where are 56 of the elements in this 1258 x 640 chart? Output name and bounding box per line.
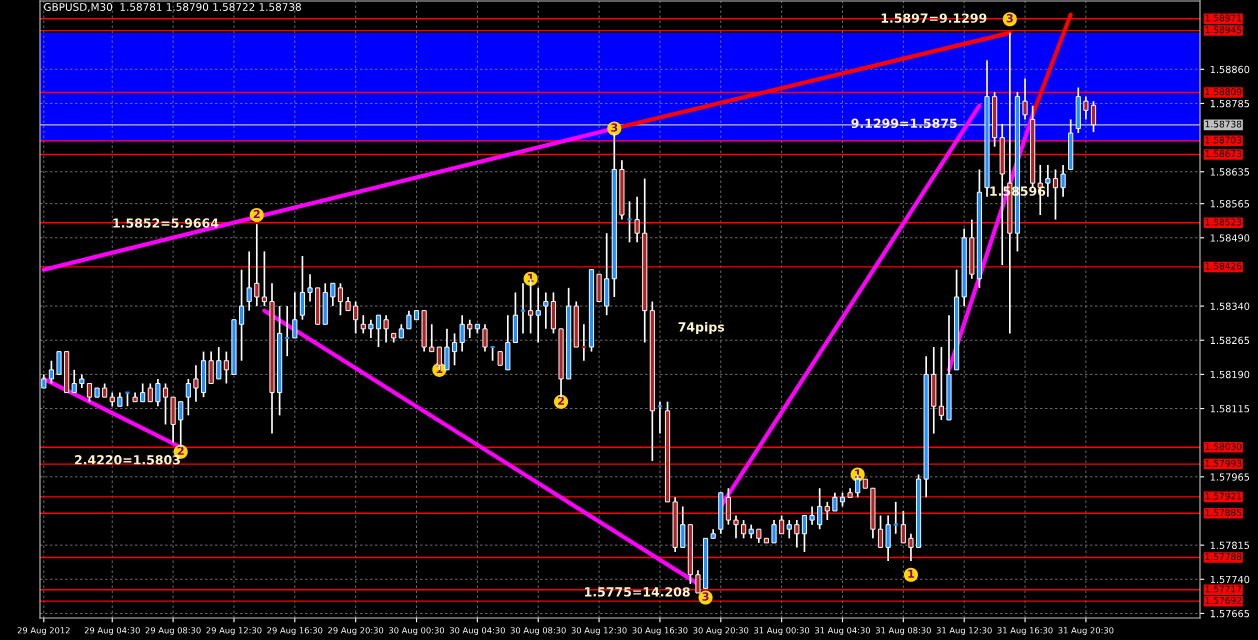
x-tick-label: 29 Aug 2012 bbox=[17, 627, 70, 636]
y-tick-label: 1.58635 bbox=[1210, 168, 1250, 176]
y-tick-label: 1.58340 bbox=[1210, 302, 1250, 310]
ref-line-label: 1.58809 bbox=[1205, 88, 1242, 96]
x-tick-label: 30 Aug 20:30 bbox=[693, 627, 749, 636]
x-tick-label: 31 Aug 00:30 bbox=[754, 627, 810, 636]
x-tick-label: 30 Aug 08:30 bbox=[510, 627, 566, 636]
x-tick-label: 29 Aug 16:30 bbox=[267, 627, 323, 636]
x-tick-label: 31 Aug 12:30 bbox=[936, 627, 992, 636]
x-tick-label: 31 Aug 16:30 bbox=[997, 627, 1053, 636]
x-tick-label: 31 Aug 04:30 bbox=[815, 627, 871, 636]
ref-line-label: 1.58523 bbox=[1205, 218, 1242, 226]
y-tick-label: 1.57665 bbox=[1210, 609, 1250, 618]
ref-line-label: 1.58703 bbox=[1205, 136, 1242, 144]
annotation: 3 bbox=[611, 123, 618, 132]
ref-line-label: 1.58030 bbox=[1205, 443, 1242, 450]
annotation: 3 bbox=[1006, 14, 1013, 23]
x-tick-label: 29 Aug 04:30 bbox=[84, 627, 140, 636]
x-tick-label: 30 Aug 00:30 bbox=[389, 627, 445, 636]
annotation: 3 bbox=[702, 592, 709, 601]
annotation: 1 bbox=[908, 569, 915, 578]
y-tick-label: 1.58115 bbox=[1210, 405, 1250, 413]
ref-line-label: 1.57993 bbox=[1205, 459, 1242, 467]
annotation: 2.4220=1.5803 bbox=[74, 455, 180, 465]
x-tick-label: 31 Aug 08:30 bbox=[875, 627, 931, 636]
chart-title: GBPUSD,M30 1.58781 1.58790 1.58722 1.58738 bbox=[44, 3, 301, 12]
y-tick-label: 1.58190 bbox=[1210, 370, 1250, 379]
ref-line-label: 1.57885 bbox=[1205, 509, 1242, 516]
annotation: 2 bbox=[253, 209, 260, 219]
ref-line-label: 1.57692 bbox=[1205, 596, 1242, 604]
annotation: 74pips bbox=[678, 321, 725, 335]
ref-line-label: 1.58945 bbox=[1205, 26, 1242, 34]
y-tick-label: 1.58785 bbox=[1210, 99, 1250, 108]
y-tick-label: 1.58265 bbox=[1210, 336, 1250, 345]
y-tick-label: 1.58565 bbox=[1210, 200, 1250, 208]
ref-line-label: 1.57921 bbox=[1205, 492, 1242, 500]
y-tick-label: 1.58490 bbox=[1210, 234, 1250, 242]
ref-line-label: 1.58673 bbox=[1205, 150, 1242, 158]
x-tick-label: 30 Aug 04:30 bbox=[449, 627, 505, 636]
x-tick-label: 31 Aug 20:30 bbox=[1058, 627, 1114, 636]
ref-line-label: 1.58971 bbox=[1205, 14, 1242, 22]
annotation: 2 bbox=[177, 446, 184, 455]
x-tick-label: 30 Aug 12:30 bbox=[571, 627, 627, 636]
y-tick-label: 1.57815 bbox=[1210, 541, 1250, 549]
y-tick-label: 1.58860 bbox=[1210, 65, 1250, 74]
ref-line-label: 1.58738 bbox=[1205, 120, 1242, 128]
ref-line-label: 1.57788 bbox=[1205, 553, 1242, 561]
ref-line-label: 1.58426 bbox=[1205, 262, 1242, 270]
x-tick-label: 29 Aug 08:30 bbox=[145, 627, 201, 636]
y-tick-label: 1.57740 bbox=[1210, 575, 1250, 584]
ref-line-label: 1.57717 bbox=[1205, 585, 1242, 593]
y-tick-label: 1.57965 bbox=[1210, 473, 1250, 481]
x-tick-label: 29 Aug 12:30 bbox=[206, 627, 262, 636]
x-tick-label: 30 Aug 16:30 bbox=[632, 627, 688, 636]
x-tick-label: 29 Aug 20:30 bbox=[328, 627, 384, 636]
annotation: 2 bbox=[558, 396, 564, 405]
